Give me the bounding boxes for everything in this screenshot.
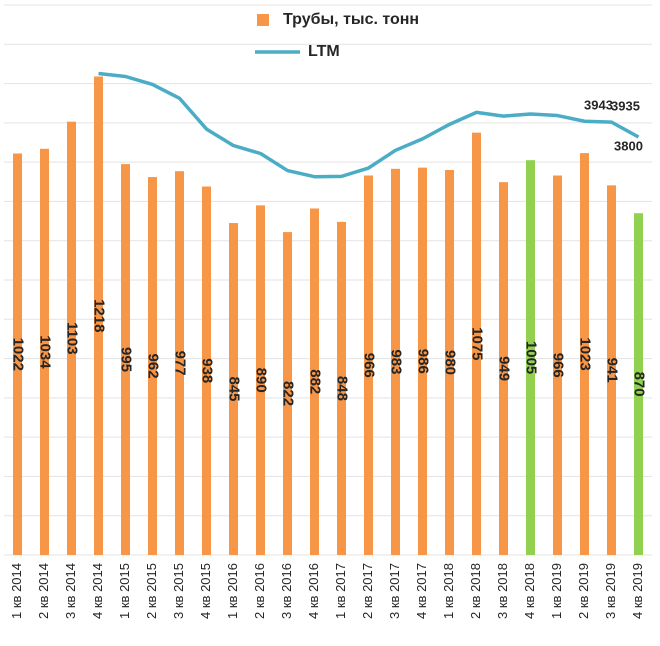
x-tick-label: 4 кв 2018: [522, 563, 537, 619]
x-tick-label: 4 кв 2017: [414, 563, 429, 619]
bar-value-label: 1005: [523, 341, 540, 374]
x-tick-label: 2 кв 2017: [360, 563, 375, 619]
x-tick-label: 1 кв 2019: [549, 563, 564, 619]
bar: [391, 168, 400, 556]
x-tick-label: 2 кв 2015: [144, 563, 159, 619]
bar: [526, 160, 535, 555]
x-tick-label: 4 кв 2015: [198, 563, 213, 619]
x-tick-label: 3 кв 2017: [387, 563, 402, 619]
x-tick-label: 3 кв 2014: [63, 563, 78, 619]
bar: [418, 167, 427, 555]
bar: [499, 182, 508, 555]
bar-value-label: 822: [280, 381, 297, 406]
bar-value-label: 1023: [577, 337, 594, 370]
line: [98, 71, 640, 179]
bar-value-label: 1218: [91, 299, 108, 332]
bar-value-label: 986: [415, 349, 432, 374]
x-tick-label: 1 кв 2015: [117, 563, 132, 619]
bar: [229, 223, 238, 556]
bar: [94, 76, 103, 555]
bar-value-label: 870: [631, 372, 648, 397]
bar: [634, 213, 643, 555]
line-value-label: 3935: [611, 99, 640, 114]
bar: [283, 232, 292, 556]
x-tick-label: 4 кв 2016: [306, 563, 321, 619]
bar: [40, 148, 49, 556]
bar-value-label: 983: [388, 349, 405, 374]
x-tick-label: 2 кв 2018: [468, 563, 483, 619]
x-tick-label: 3 кв 2015: [171, 563, 186, 619]
bar-value-label: 941: [604, 358, 621, 383]
bar: [148, 177, 157, 556]
x-tick-label: 4 кв 2014: [90, 563, 105, 619]
bar: [445, 170, 454, 555]
x-tick-label: 2 кв 2019: [576, 563, 591, 619]
bar: [364, 175, 373, 555]
bar-value-label: 1034: [37, 335, 54, 369]
bar-value-label: 966: [550, 353, 567, 378]
x-tick-label: 1 кв 2014: [9, 563, 24, 619]
line-value-label: 3800: [614, 138, 643, 153]
bar-value-label: 1103: [64, 322, 81, 355]
x-tick-label: 3 кв 2018: [495, 563, 510, 619]
legend-label: Трубы, тыс. тонн: [283, 11, 419, 28]
bar-value-label: 848: [334, 376, 351, 401]
bar-value-label: 995: [118, 347, 135, 372]
bar-value-label: 977: [172, 351, 189, 376]
bar-value-label: 980: [442, 350, 459, 375]
bar-value-label: 949: [496, 356, 513, 381]
bar: [472, 132, 481, 555]
bar-value-label: 890: [253, 368, 270, 393]
x-tick-label: 1 кв 2017: [333, 563, 348, 619]
bar-value-label: 845: [226, 377, 243, 402]
x-tick-label: 2 кв 2014: [36, 563, 51, 619]
x-tick-label: 3 кв 2016: [279, 563, 294, 619]
bar-value-label: 1075: [469, 327, 486, 360]
bar-value-label: 938: [199, 358, 216, 383]
bar-value-label: 1022: [10, 338, 27, 371]
bar-value-label: 962: [145, 354, 162, 379]
bar: [13, 153, 22, 555]
bar: [121, 164, 130, 555]
bar: [337, 221, 346, 555]
bar-value-label: 882: [307, 369, 324, 394]
x-tick-label: 1 кв 2018: [441, 563, 456, 619]
x-tick-label: 4 кв 2019: [630, 563, 645, 619]
bar: [553, 175, 562, 555]
bar: [310, 208, 319, 555]
x-tick-label: 3 кв 2019: [603, 563, 618, 619]
bar: [256, 205, 265, 555]
legend-label: LTM: [308, 43, 340, 60]
bar-value-label: 966: [361, 353, 378, 378]
bar: [202, 186, 211, 555]
bar: [175, 171, 184, 555]
bar: [607, 185, 616, 556]
bar: [580, 153, 589, 555]
x-tick-label: 2 кв 2016: [252, 563, 267, 619]
bar: [67, 121, 76, 555]
line-value-label: 3943: [584, 98, 613, 113]
legend-swatch: [257, 14, 269, 26]
x-tick-label: 1 кв 2016: [225, 563, 240, 619]
